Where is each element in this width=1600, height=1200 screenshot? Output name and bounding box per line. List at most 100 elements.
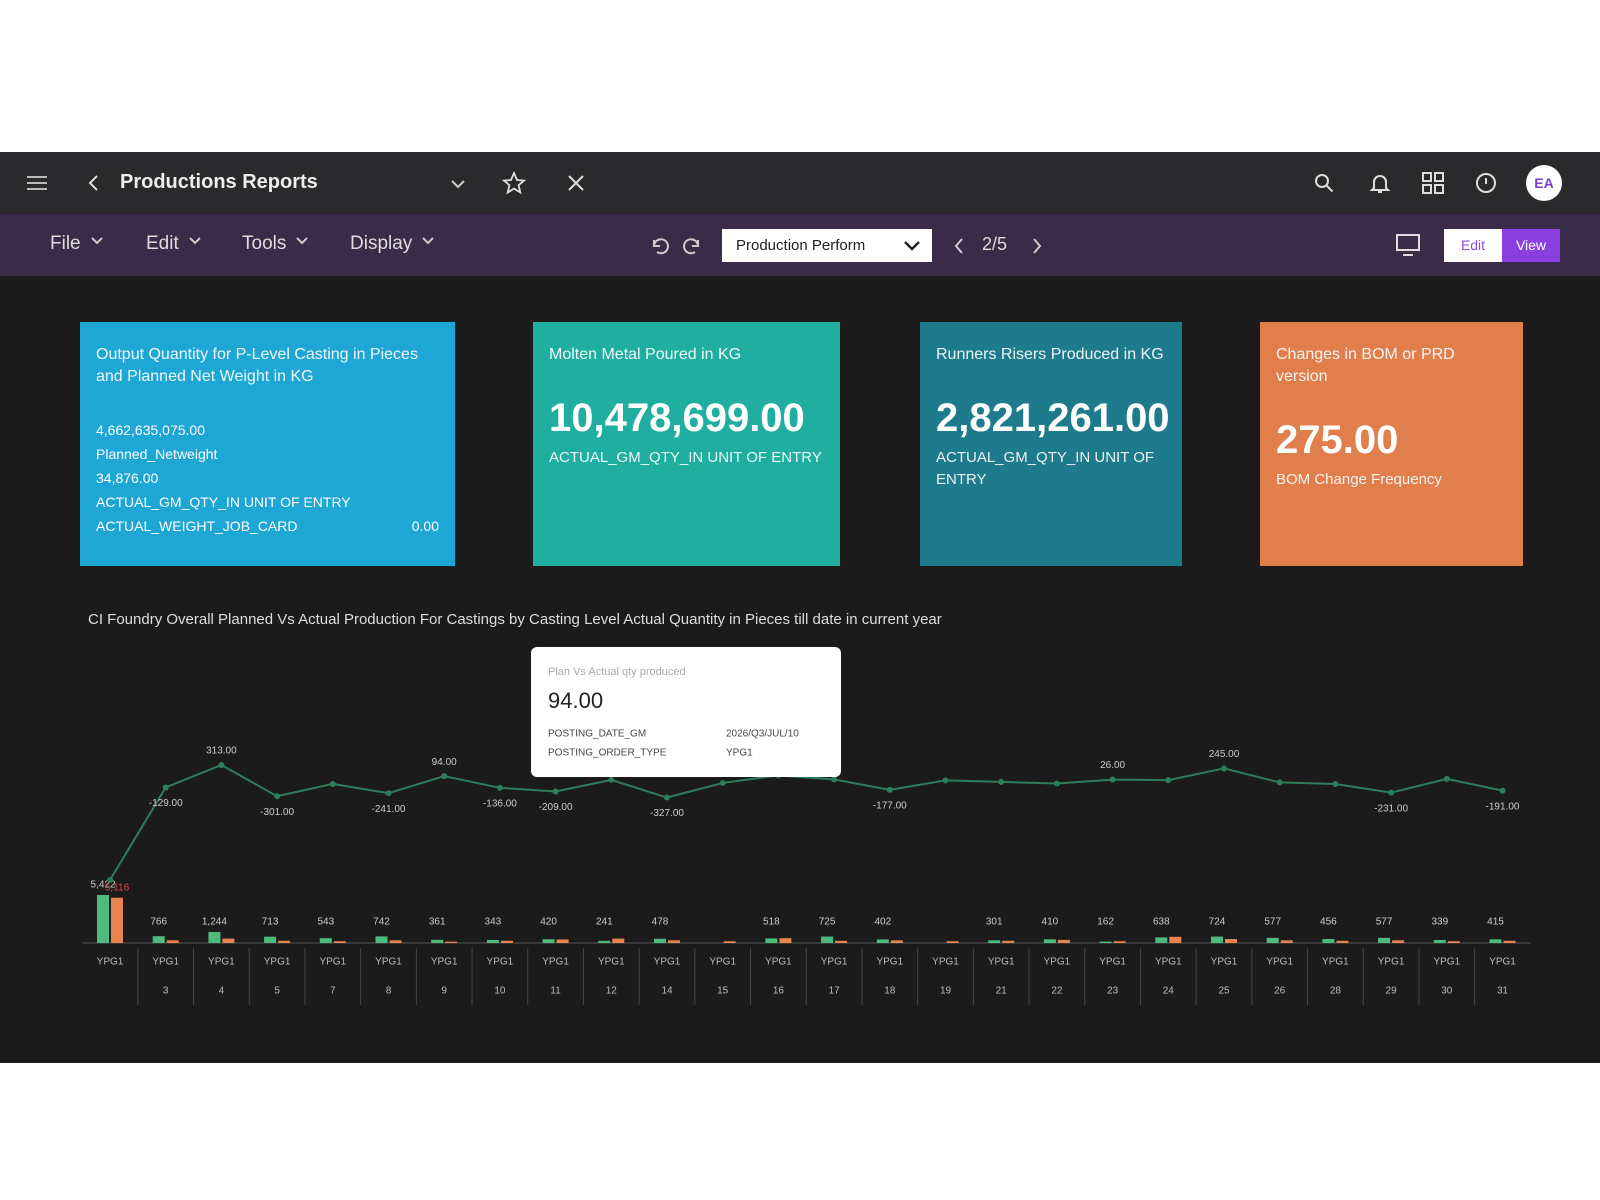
bar [612, 938, 625, 943]
bar [445, 941, 458, 943]
x-tick-label: YPG1 [97, 957, 124, 968]
x-tick-label: YPG1 [1044, 957, 1071, 968]
line-point [162, 784, 169, 791]
tooltip-field-name: POSTING_ORDER_TYPE [548, 748, 667, 759]
card-row: ACTUAL_WEIGHT_JOB_CARD [96, 518, 298, 534]
bar [835, 940, 848, 943]
menu[interactable]: Edit [146, 233, 203, 255]
favorite-icon[interactable] [501, 170, 527, 196]
card-title: Changes in BOM or PRD version [1276, 346, 1455, 385]
app: Productions Reports EA File Edit Tools Disp… [0, 152, 1600, 1063]
bar [486, 939, 499, 943]
bar-value-label: 766 [150, 917, 167, 928]
x-tick-label: YPG1 [319, 957, 346, 968]
x-tick-label: YPG1 [542, 957, 569, 968]
x-subtick-label: 8 [386, 986, 392, 997]
line-point [1332, 780, 1339, 787]
line-value-label: -191.00 [1486, 801, 1520, 812]
back-icon[interactable] [84, 172, 104, 194]
card-label: ACTUAL_GM_QTY_IN UNIT OF ENTRY [936, 449, 1155, 488]
line-point [1276, 779, 1283, 786]
x-tick-label: YPG1 [1266, 957, 1293, 968]
bar [1002, 940, 1015, 943]
bar [946, 941, 959, 943]
bar [222, 938, 235, 943]
bar-value-label: 518 [763, 917, 780, 928]
card-title: Runners Risers Produced in KG [936, 346, 1164, 363]
prev-page[interactable] [952, 236, 966, 256]
line-point [385, 790, 392, 797]
line-value-label: -231.00 [1374, 803, 1408, 814]
next-page[interactable] [1030, 236, 1044, 256]
line-point [1499, 787, 1506, 794]
bar-value-label: 162 [1097, 917, 1114, 928]
line-value-label: 313.00 [206, 746, 237, 757]
line-point [1221, 765, 1227, 772]
line-point [496, 784, 503, 791]
bar [1433, 939, 1446, 943]
card-row: ACTUAL_GM_QTY_IN UNIT OF ENTRY [96, 494, 351, 510]
tooltip-field-value: 2026/Q3/JUL/10 [726, 729, 799, 740]
toolbar: File Edit Tools Display Production Perform … [0, 214, 1600, 276]
bar [319, 938, 332, 943]
bar [1447, 941, 1460, 943]
bar-value-label: 361 [429, 917, 446, 928]
bar [152, 936, 165, 943]
bar [556, 939, 569, 943]
card-label: BOM Change Frequency [1276, 471, 1442, 488]
apps-icon[interactable] [1420, 170, 1446, 196]
bar [375, 936, 388, 943]
bar [542, 939, 555, 943]
bar-value-label: 577 [1264, 917, 1281, 928]
present-icon[interactable] [1394, 232, 1422, 258]
bar-value-label: 343 [485, 917, 502, 928]
undo-redo[interactable] [648, 234, 704, 258]
search-icon[interactable] [1312, 171, 1336, 195]
view-button[interactable]: View [1502, 229, 1560, 262]
menu[interactable]: File [50, 233, 105, 255]
line-value-label: 26.00 [1100, 760, 1125, 771]
bar-value-label: 5,116 [105, 882, 130, 893]
help-icon[interactable] [1473, 170, 1499, 196]
line-value-label: -129.00 [149, 798, 183, 809]
bar [208, 931, 221, 943]
notifications-icon[interactable] [1368, 171, 1392, 195]
title-dropdown[interactable] [448, 174, 468, 194]
close-icon[interactable] [565, 172, 587, 194]
line-series [109, 763, 1503, 881]
x-subtick-label: 22 [1051, 986, 1063, 997]
bar-value-label: 339 [1431, 917, 1448, 928]
bar-value-label: 241 [596, 917, 613, 928]
menu[interactable]: Display [350, 233, 436, 255]
bar-value-label: 478 [652, 917, 669, 928]
x-subtick-label: 14 [661, 986, 673, 997]
x-subtick-label: 19 [940, 986, 952, 997]
card-value: 275.00 [1276, 418, 1399, 462]
line-value-label: -301.00 [260, 807, 294, 818]
line-point [1109, 776, 1116, 783]
x-subtick-label: 24 [1163, 986, 1175, 997]
bar [723, 941, 736, 943]
line-value-label: -241.00 [372, 804, 406, 815]
edit-button[interactable]: Edit [1444, 229, 1502, 262]
report-select[interactable]: Production Perform [722, 229, 932, 262]
bar [1113, 941, 1126, 943]
menu-icon[interactable] [24, 170, 50, 196]
avatar[interactable]: EA [1526, 165, 1562, 201]
x-tick-label: YPG1 [264, 957, 291, 968]
card-row: Planned_Netweight [96, 446, 218, 462]
x-tick-label: YPG1 [1211, 957, 1238, 968]
report-select-text: Production Perform [736, 237, 866, 254]
bar-value-label: 402 [874, 917, 891, 928]
bar [1336, 940, 1349, 943]
x-subtick-label: 17 [829, 986, 841, 997]
bar [1099, 941, 1112, 943]
card-row: 34,876.00 [96, 470, 159, 486]
x-tick-label: YPG1 [1155, 957, 1182, 968]
tooltip-title: Plan Vs Actual qty produced [548, 666, 686, 678]
bar [1280, 940, 1293, 943]
x-subtick-label: 16 [773, 986, 785, 997]
line-point [1165, 777, 1172, 784]
menu[interactable]: Tools [242, 233, 310, 255]
bar [1322, 938, 1335, 943]
